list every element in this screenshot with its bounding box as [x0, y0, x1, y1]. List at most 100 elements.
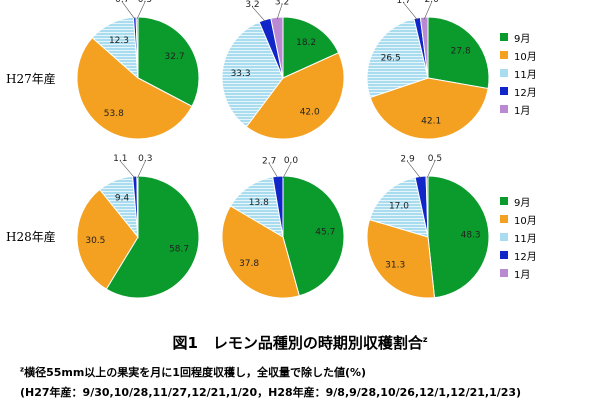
pie-slice-10月 [245, 52, 345, 140]
legend-item-jan: 1月 [500, 100, 537, 118]
data-label: 0.5 [428, 154, 442, 164]
pie-slice-1月 [419, 16, 429, 79]
pie-slice-9月 [282, 175, 345, 297]
footnote-line-2: (H27年産：9/30,10/28,11/27,12/21,1/20，H28年産… [20, 384, 521, 400]
legend-swatch [500, 87, 508, 95]
legend-item-dec: 12月 [500, 246, 537, 264]
legend-label: 12月 [514, 251, 537, 263]
pie-charts: 32.7 53.8 12.3 0.7 0.5 18.2 42.0 33.3 3.2 3.2 27.8… [76, 0, 490, 299]
data-label: 30.5 [85, 236, 105, 246]
data-label: 0.5 [138, 0, 152, 5]
pie-slice-1月 [270, 16, 284, 79]
pie-2: 18.2 42.0 33.3 3.2 3.2 [221, 0, 345, 140]
leader-line [276, 4, 283, 20]
data-label: 42.0 [300, 107, 320, 117]
row-label-h28: H28年産 [6, 230, 56, 244]
data-label: 12.3 [109, 36, 129, 46]
figure-title: 図1 レモン品種別の時期別収穫割合z [0, 332, 600, 353]
legend-label: 10月 [514, 51, 537, 63]
data-label: 3.2 [275, 0, 289, 7]
pie-slice-11月 [221, 21, 284, 128]
pie-slice-10月 [366, 218, 436, 299]
footnote-sup: z [20, 365, 25, 374]
pie-slice-11月 [368, 176, 429, 238]
data-label: 0.7 [115, 0, 129, 5]
pie-slice-10月 [76, 188, 139, 290]
legend-item-nov: 11月 [500, 64, 537, 82]
footnote-text-1: 横径55mm以上の果実を月に1回程度収穫し，全収量で除した値(%) [24, 366, 367, 379]
pie-slice-9月 [282, 16, 340, 79]
legend-h28: 9月 10月 11月 12月 1月 [500, 192, 537, 282]
pie-slice-10月 [369, 77, 489, 140]
legend-swatch [500, 69, 508, 77]
data-label: 26.5 [381, 53, 401, 63]
leader-line [282, 162, 292, 179]
leader-line [403, 2, 418, 21]
data-label: 18.2 [296, 38, 316, 48]
leader-line [407, 161, 422, 179]
legend-label: 1月 [514, 269, 531, 281]
leader-line [137, 160, 146, 179]
data-label: 1.7 [397, 0, 411, 6]
leader-line [268, 163, 279, 179]
legend-label: 11月 [514, 233, 537, 245]
legend-label: 9月 [514, 33, 531, 45]
data-label: 0.3 [138, 154, 152, 164]
legend-swatch [500, 105, 508, 113]
legend-item-sep: 9月 [500, 28, 537, 46]
figure-title-text: 図1 レモン品種別の時期別収穫割合 [172, 334, 423, 352]
legend-swatch [500, 233, 508, 241]
data-label: 3.2 [245, 0, 259, 10]
legend-item-oct: 10月 [500, 46, 537, 64]
data-label: 31.3 [385, 260, 405, 270]
data-label: 37.8 [239, 259, 259, 269]
leader-line [426, 160, 436, 179]
pie-slice-9月 [105, 175, 200, 299]
legend-swatch [500, 215, 508, 223]
data-label: 2.7 [262, 156, 276, 166]
data-label: 9.4 [115, 193, 130, 203]
data-label: 48.3 [461, 231, 481, 241]
pie-slice-10月 [221, 205, 300, 299]
pie-slice-12月 [272, 175, 284, 238]
legend-item-oct: 10月 [500, 210, 537, 228]
legend-label: 1月 [514, 105, 531, 117]
pie-slice-11月 [366, 18, 429, 99]
pie-1: 32.7 53.8 12.3 0.7 0.5 [76, 0, 200, 140]
legend-item-jan: 1月 [500, 264, 537, 282]
legend-swatch [500, 269, 508, 277]
pie-slice-9月 [427, 16, 490, 90]
data-label: 27.8 [451, 47, 471, 57]
data-label: 45.7 [315, 227, 335, 237]
data-label: 2.0 [425, 0, 440, 5]
data-label: 53.8 [104, 109, 124, 119]
legend-swatch [500, 33, 508, 41]
leader-line [136, 1, 146, 20]
footnote-text-2: (H27年産：9/30,10/28,11/27,12/21,1/20，H28年産… [20, 386, 522, 399]
leader-line [252, 6, 266, 22]
pie-4: 58.7 30.5 9.4 1.1 0.3 [76, 154, 200, 299]
data-label: 32.7 [165, 52, 185, 62]
pie-5: 45.7 37.8 13.8 2.7 0.0 [221, 156, 345, 299]
legend-label: 12月 [514, 87, 537, 99]
data-label: 13.8 [249, 198, 269, 208]
leader-line [120, 160, 136, 179]
legend-item-dec: 12月 [500, 82, 537, 100]
legend-label: 11月 [514, 69, 537, 81]
data-label: 2.9 [400, 155, 415, 165]
legend-swatch [500, 51, 508, 59]
row-label-h27: H27年産 [6, 72, 56, 86]
footnote-line-1: z横径55mm以上の果実を月に1回程度収穫し，全収量で除した値(%) [20, 364, 366, 380]
pie-slice-1月 [136, 175, 139, 238]
figure-title-sup: z [422, 335, 428, 344]
pie-slice-11月 [229, 176, 284, 238]
pie-slice-9月 [427, 175, 490, 299]
data-label: 42.1 [421, 117, 441, 127]
legend-item-sep: 9月 [500, 192, 537, 210]
leader-line [424, 2, 432, 20]
legend-label: 10月 [514, 215, 537, 227]
data-label: 17.0 [389, 202, 409, 212]
pie-6: 48.3 31.3 17.0 2.9 0.5 [366, 154, 490, 299]
legend-h27: 9月 10月 11月 12月 1月 [500, 28, 537, 118]
pie-slice-9月 [137, 16, 200, 108]
